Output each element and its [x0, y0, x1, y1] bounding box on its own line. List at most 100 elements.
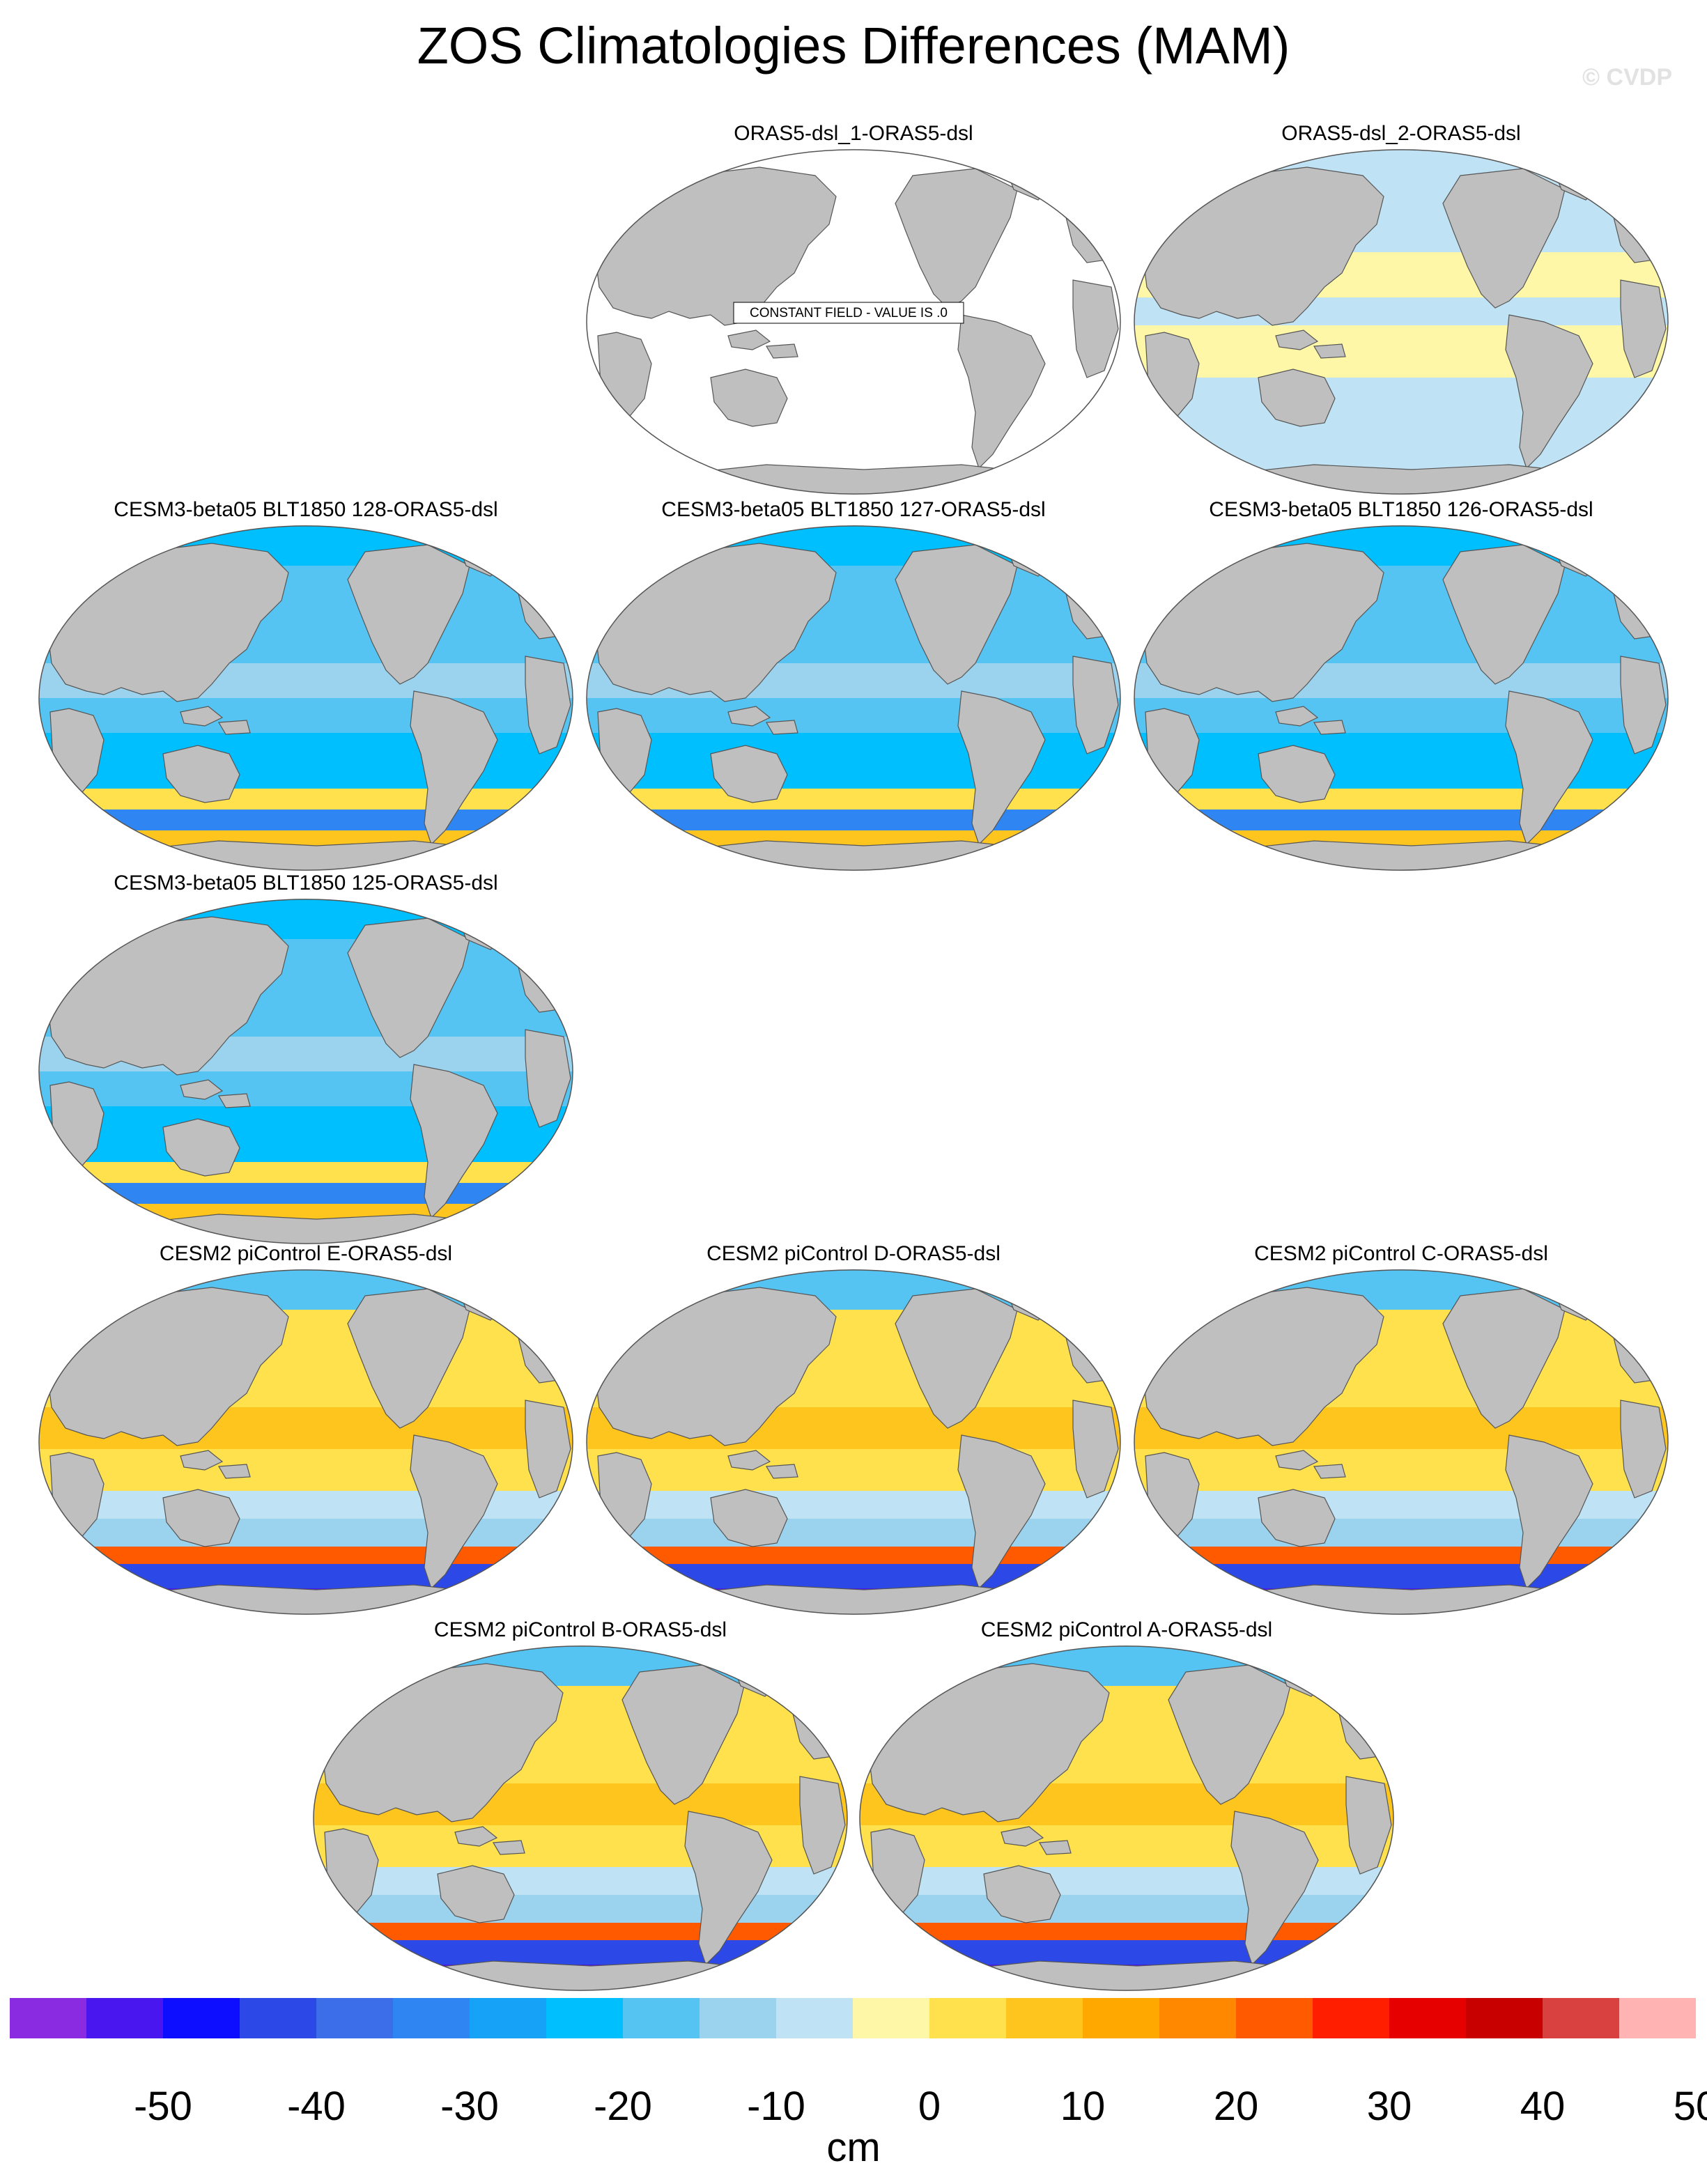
land-mass	[1275, 1450, 1319, 1471]
field-band	[586, 1564, 1121, 1588]
colorbar-units: cm	[826, 2125, 881, 2170]
land-mass	[410, 1064, 498, 1219]
colorbar-tick-labels: -50 -40 -30 -20 -10 0 10 20 30 40 50	[10, 2084, 1707, 2129]
colorbar-tick-label: 40	[1520, 2084, 1566, 2129]
map-panel: CESM3-beta05 BLT1850 126-ORAS5-dsl	[1133, 496, 1669, 872]
land-mass	[410, 690, 498, 846]
world-map	[1134, 1269, 1669, 1615]
world-map	[586, 1269, 1121, 1615]
colorbar-swatch	[1389, 1998, 1467, 2038]
land-mass	[180, 1079, 224, 1100]
field-band	[313, 1645, 848, 1686]
colorbar-swatch	[929, 1998, 1007, 2038]
map-border	[586, 1269, 1121, 1615]
figure-title: ZOS Climatologies Differences (MAM)	[417, 17, 1290, 75]
colorbar-tick-label: -40	[287, 2084, 346, 2129]
colorbar-tick-label: 30	[1366, 2084, 1412, 2129]
land-mass	[727, 330, 771, 350]
land-mass	[347, 544, 470, 685]
land-mass	[120, 1584, 500, 1615]
land-mass	[525, 656, 571, 754]
land-mass	[394, 1960, 774, 1991]
map-border	[1134, 525, 1669, 871]
field-band	[1134, 149, 1669, 196]
land-mass	[727, 1450, 771, 1471]
map-panel: CESM3-beta05 BLT1850 128-ORAS5-dsl	[38, 496, 574, 872]
panel-title: ORAS5-dsl_1-ORAS5-dsl	[734, 122, 973, 145]
land-mass	[1620, 656, 1667, 754]
panel-title: CESM3-beta05 BLT1850 125-ORAS5-dsl	[114, 872, 498, 894]
map-border	[38, 1269, 573, 1615]
world-map	[38, 899, 573, 1244]
map-panel: ORAS5-dsl_1-ORAS5-dsl CONSTANT FIELD - VA…	[585, 120, 1122, 496]
field-band	[586, 525, 1121, 566]
land-mass	[217, 720, 251, 735]
land-mass	[1505, 314, 1593, 470]
field-band	[859, 1645, 1394, 1686]
land-mass	[1313, 343, 1346, 359]
field-band	[38, 1519, 573, 1547]
field-band	[1134, 1564, 1669, 1588]
field-band	[38, 1162, 573, 1183]
colorbar-swatch	[86, 1998, 164, 2038]
land-mass	[957, 690, 1046, 846]
land-mass	[1345, 1776, 1392, 1875]
land-mass	[1168, 1664, 1291, 1805]
land-mass	[1275, 706, 1319, 727]
field-band	[38, 789, 573, 810]
field-band	[1134, 789, 1669, 810]
land-mass	[1258, 745, 1336, 803]
land-mass	[217, 1093, 251, 1108]
land-mass	[1072, 1400, 1119, 1498]
land-mass	[684, 1811, 773, 1966]
land-mass	[1230, 1811, 1319, 1966]
land-mass	[1072, 656, 1119, 754]
land-mass	[765, 720, 798, 735]
land-mass	[347, 917, 470, 1058]
field-band	[859, 1923, 1394, 1940]
field-band	[38, 1269, 573, 1310]
land-mass	[1442, 168, 1566, 309]
world-map: CONSTANT FIELD - VALUE IS .0	[586, 149, 1121, 495]
panel-title: CESM3-beta05 BLT1850 126-ORAS5-dsl	[1209, 498, 1593, 521]
land-mass	[1001, 1826, 1044, 1847]
colorbar-swatch	[1083, 1998, 1160, 2038]
land-mass	[1258, 369, 1336, 427]
colorbar-swatch	[1159, 1998, 1237, 2038]
colorbar-tick-label: 20	[1213, 2084, 1259, 2129]
field-band	[313, 1867, 848, 1895]
land-mass	[162, 1118, 240, 1177]
field-band	[38, 1547, 573, 1564]
map-panel: CESM3-beta05 BLT1850 127-ORAS5-dsl	[585, 496, 1122, 872]
land-mass	[799, 1776, 846, 1875]
land-mass	[895, 544, 1018, 685]
world-map	[313, 1645, 848, 1991]
colorbar-swatch	[1619, 1998, 1696, 2038]
land-mass	[1215, 840, 1595, 871]
colorbar-swatch	[700, 1998, 777, 2038]
land-mass	[1442, 544, 1566, 685]
land-mass	[710, 369, 788, 427]
colorbar-swatch	[853, 1998, 930, 2038]
land-mass	[1620, 279, 1667, 378]
colorbar-tick-label: -10	[747, 2084, 805, 2129]
field-band	[313, 1940, 848, 1965]
panel-title: CESM3-beta05 BLT1850 127-ORAS5-dsl	[661, 498, 1046, 521]
land-mass	[727, 706, 771, 727]
land-mass	[667, 1584, 1047, 1615]
land-mass	[1313, 720, 1346, 735]
land-mass	[1442, 1288, 1566, 1429]
land-mass	[162, 745, 240, 803]
world-map	[859, 1645, 1394, 1991]
land-mass	[941, 1960, 1320, 1991]
field-band	[1134, 1547, 1669, 1564]
map-border	[586, 149, 1121, 495]
world-map	[38, 525, 573, 871]
land-mass	[710, 745, 788, 803]
field-band	[586, 789, 1121, 810]
land-mass	[217, 1464, 251, 1479]
field-band	[38, 1491, 573, 1519]
map-panel: CESM2 piControl E-ORAS5-dsl	[38, 1240, 574, 1616]
colorbar-swatch	[776, 1998, 854, 2038]
land-mass	[895, 168, 1018, 309]
